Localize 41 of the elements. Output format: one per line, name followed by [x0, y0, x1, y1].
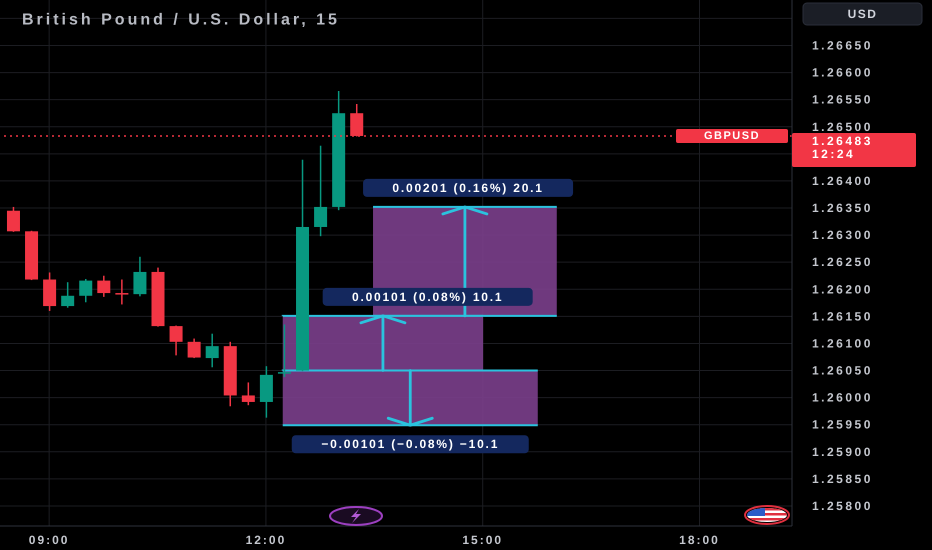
- y-tick-label: 1.25950: [812, 418, 873, 432]
- y-tick-label: 1.26650: [812, 38, 873, 53]
- candlestick: [115, 278, 128, 306]
- y-tick-label: 1.26150: [812, 309, 873, 324]
- candlestick: [314, 144, 328, 237]
- y-tick-label: 1.26500: [812, 120, 873, 134]
- y-tick-label: 1.25800: [812, 498, 873, 513]
- legend-label: −0.00101 (−0.08%) −10.1: [321, 437, 500, 452]
- y-tick-label: 1.26350: [812, 201, 873, 216]
- text: 12:24: [812, 146, 856, 161]
- candlestick: [79, 278, 92, 304]
- x-tick-label: 12:00: [246, 533, 286, 547]
- y-tick-label: 1.26200: [812, 282, 873, 296]
- y-tick-label: 1.25900: [812, 444, 873, 459]
- candlestick: [188, 338, 201, 359]
- y-tick-label: 1.26100: [812, 336, 873, 350]
- x-tick-label: 09:00: [28, 533, 70, 547]
- y-tick-label: 1.26050: [812, 364, 873, 378]
- candlestick: [61, 281, 74, 308]
- x-tick-label: 15:00: [462, 533, 504, 547]
- band-label: 0.00101 (0.08%) 10.1: [352, 290, 504, 304]
- y-tick-label: 1.26000: [812, 390, 873, 405]
- text: British Pound / U.S. Dollar, 15: [22, 12, 340, 28]
- y-axis-title: USD: [848, 7, 878, 21]
- x-tick-label: 18:00: [679, 533, 720, 547]
- y-tick-label: 1.26600: [812, 66, 873, 80]
- y-tick-label: 1.26550: [812, 92, 873, 107]
- candlestick: [6, 206, 20, 233]
- y-tick-label: 1.26400: [812, 174, 873, 188]
- y-tick-label: 1.26300: [812, 228, 873, 242]
- band-label: 0.00201 (0.16%) 20.1: [392, 180, 544, 195]
- ref-line-label: GBPUSD: [704, 130, 760, 142]
- candlestick: [278, 324, 291, 378]
- candlestick: [170, 324, 183, 356]
- candlestick: [242, 382, 255, 406]
- candlestick: [206, 332, 219, 368]
- candlestick: [133, 256, 146, 298]
- text: 1.26483: [812, 134, 873, 148]
- y-tick-label: 1.26250: [812, 255, 873, 270]
- y-tick-label: 1.25850: [812, 472, 873, 486]
- candlestick: [97, 274, 110, 298]
